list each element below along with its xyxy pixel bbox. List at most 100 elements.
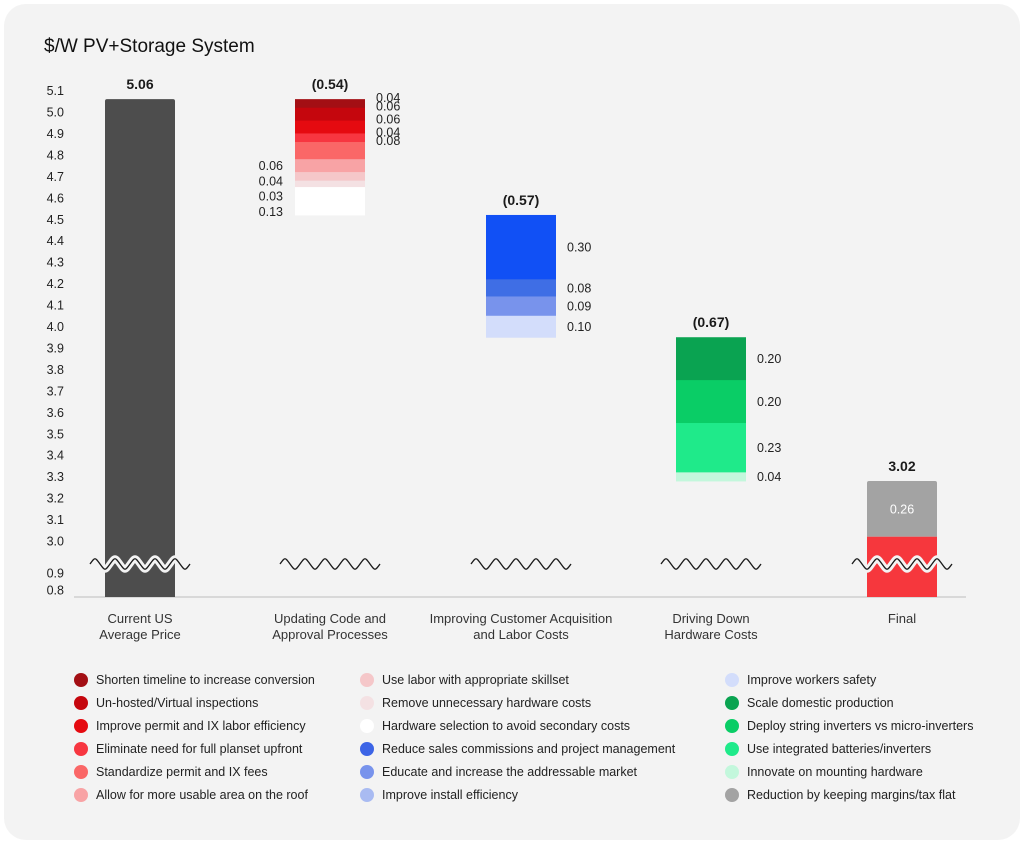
y-tick-label: 3.7 <box>47 384 64 398</box>
segment-value-label: 0.04 <box>757 470 781 484</box>
legend-swatch <box>725 764 739 779</box>
legend-item: Deploy string inverters vs micro-inverte… <box>725 714 973 737</box>
segment-value-label: 0.06 <box>376 113 400 127</box>
segment-value-label: 0.08 <box>376 134 400 148</box>
legend-label: Innovate on mounting hardware <box>747 764 923 779</box>
legend-swatch <box>725 672 739 687</box>
y-tick-label: 4.7 <box>47 170 64 184</box>
y-tick-label: 0.9 <box>47 567 64 581</box>
legend-swatch <box>725 695 739 710</box>
y-tick-label: 3.1 <box>47 513 64 527</box>
legend-swatch <box>74 695 88 710</box>
axis-break-squiggle <box>279 558 381 570</box>
y-tick-label: 3.4 <box>47 449 64 463</box>
legend-label: Deploy string inverters vs micro-inverte… <box>747 718 974 733</box>
segment-value-label: 0.30 <box>567 241 591 255</box>
legend-label: Improve workers safety <box>747 672 877 687</box>
segment-value-label: 0.13 <box>259 205 283 219</box>
legend-item: Standardize permit and IX fees <box>74 760 315 783</box>
legend-label: Shorten timeline to increase conversion <box>96 672 315 687</box>
bar-segment <box>486 279 556 297</box>
legend-swatch <box>74 787 88 802</box>
legend-item: Reduce sales commissions and project man… <box>360 737 675 760</box>
legend-item: Scale domestic production <box>725 691 973 714</box>
y-tick-label: 4.2 <box>47 277 64 291</box>
segment-value-label: 0.09 <box>567 300 591 314</box>
legend-item: Improve permit and IX labor efficiency <box>74 714 315 737</box>
legend-label: Reduce sales commissions and project man… <box>382 741 676 756</box>
legend: Shorten timeline to increase conversion U… <box>74 668 994 818</box>
bar-total-label: 5.06 <box>126 76 153 92</box>
legend-label: Scale domestic production <box>747 695 894 710</box>
legend-item: Remove unnecessary hardware costs <box>360 691 675 714</box>
legend-swatch <box>74 764 88 779</box>
category-label: and Labor Costs <box>473 627 569 642</box>
bar-segment <box>676 423 746 473</box>
legend-item: Innovate on mounting hardware <box>725 760 973 783</box>
segment-value-label: 0.06 <box>376 100 400 114</box>
legend-label: Improve permit and IX labor efficiency <box>96 718 306 733</box>
legend-label: Reduction by keeping margins/tax flat <box>747 787 956 802</box>
legend-swatch <box>725 741 739 756</box>
bar-segment <box>676 472 746 482</box>
legend-label: Remove unnecessary hardware costs <box>382 695 592 710</box>
legend-item: Use integrated batteries/inverters <box>725 737 973 760</box>
bar-segment <box>295 99 365 109</box>
bar-total-label: 3.02 <box>888 458 915 474</box>
legend-swatch <box>74 741 88 756</box>
legend-swatch <box>725 718 739 733</box>
bar-segment <box>105 99 175 597</box>
legend-swatch <box>360 764 374 779</box>
y-tick-label: 3.6 <box>47 406 64 420</box>
y-tick-label: 3.5 <box>47 427 64 441</box>
category-label: Approval Processes <box>272 627 388 642</box>
legend-item: Hardware selection to avoid secondary co… <box>360 714 675 737</box>
y-tick-label: 4.4 <box>47 234 64 248</box>
y-tick-label: 3.2 <box>47 492 64 506</box>
chart-title: $/W PV+Storage System <box>44 36 255 57</box>
category-label: Average Price <box>99 627 180 642</box>
legend-label: Educate and increase the addressable mar… <box>382 764 638 779</box>
y-tick-label: 4.0 <box>47 320 64 334</box>
segment-value-label: 0.26 <box>890 502 914 516</box>
segment-value-label: 0.08 <box>567 281 591 295</box>
legend-item: Shorten timeline to increase conversion <box>74 668 315 691</box>
y-tick-label: 4.1 <box>47 299 64 313</box>
segment-value-label: 0.23 <box>757 441 781 455</box>
segment-value-label: 0.20 <box>757 395 781 409</box>
legend-label: Hardware selection to avoid secondary co… <box>382 718 631 733</box>
segment-value-label: 0.04 <box>376 91 400 105</box>
bar-segment <box>295 172 365 182</box>
axis-break-squiggle <box>470 558 572 570</box>
legend-item: Use labor with appropriate skillset <box>360 668 675 691</box>
axis-break-squiggle <box>851 558 953 570</box>
legend-column: Use labor with appropriate skillset Remov… <box>360 668 675 806</box>
legend-label: Allow for more usable area on the roof <box>96 787 308 802</box>
segment-value-label: 0.10 <box>567 320 591 334</box>
legend-column: Improve workers safety Scale domestic pro… <box>725 668 973 806</box>
y-tick-label: 0.8 <box>47 584 64 598</box>
category-label: Improving Customer Acquisition <box>430 611 613 626</box>
bar-segment <box>295 120 365 134</box>
y-tick-label: 3.0 <box>47 535 64 549</box>
y-tick-label: 3.3 <box>47 470 64 484</box>
segment-value-label: 0.06 <box>259 159 283 173</box>
legend-swatch <box>360 787 374 802</box>
legend-label: Standardize permit and IX fees <box>96 764 268 779</box>
segment-value-label: 0.20 <box>757 352 781 366</box>
legend-swatch <box>74 718 88 733</box>
bar-segment <box>486 214 556 280</box>
category-label: Final <box>888 611 916 626</box>
legend-swatch <box>725 787 739 802</box>
legend-item: Improve workers safety <box>725 668 973 691</box>
axis-break-squiggle <box>89 558 191 570</box>
y-tick-label: 5.1 <box>47 84 64 98</box>
legend-item: Un-hosted/Virtual inspections <box>74 691 315 714</box>
bar-segment <box>295 107 365 122</box>
bar-segment <box>295 142 365 160</box>
legend-item: Allow for more usable area on the roof <box>74 783 315 806</box>
bar-segment <box>486 315 556 338</box>
axis-break-squiggle <box>660 558 762 570</box>
bar-total-label: (0.67) <box>693 314 730 330</box>
